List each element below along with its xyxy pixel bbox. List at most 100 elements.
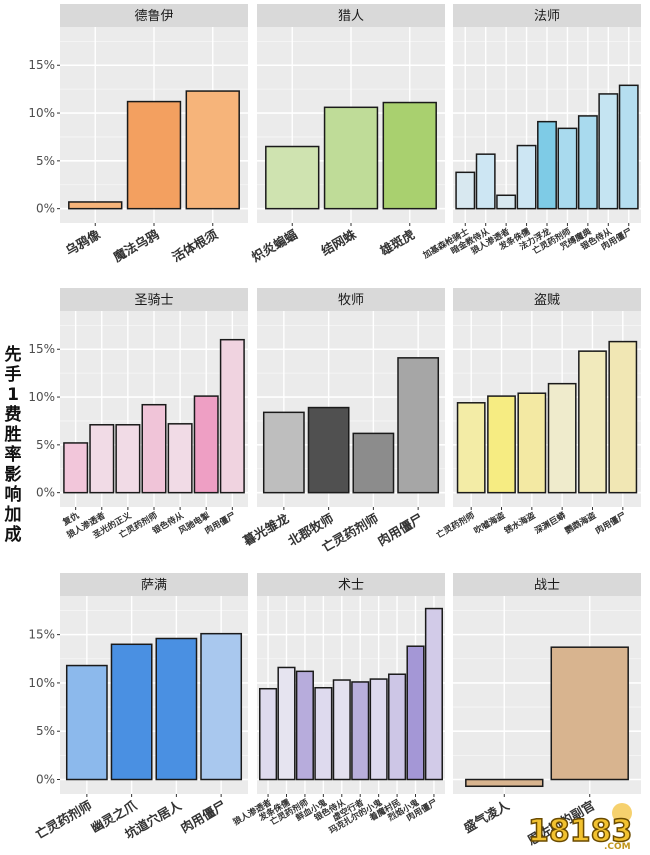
bar <box>388 673 407 781</box>
bar <box>89 424 115 494</box>
bar <box>465 778 544 788</box>
facet-title: 战士 <box>534 578 560 593</box>
x-tick-label: 肉用僵尸 <box>593 510 628 537</box>
bar <box>167 423 193 494</box>
bar <box>351 681 370 781</box>
x-tick-label: 雄斑虎 <box>376 226 417 258</box>
bar <box>382 101 437 210</box>
x-tick-label: 锈水海盗 <box>502 510 537 537</box>
bar <box>314 687 333 781</box>
y-axis-title-char: 费 <box>4 405 22 425</box>
facet-title: 盗贼 <box>534 292 560 308</box>
watermark-sun-icon <box>612 803 632 823</box>
bar <box>68 201 123 210</box>
facet-panel: 圣骑士复仇狼人渗透者圣光的正义亡灵药剂师银色侍从风驰电掣肉用僵尸0%5%10%1… <box>28 288 248 541</box>
x-tick-label: 炽炎蝙蝠 <box>249 226 300 264</box>
bar <box>406 645 425 781</box>
bar <box>323 106 379 210</box>
y-tick-label: 0% <box>36 202 55 216</box>
facet-title: 圣骑士 <box>134 293 173 308</box>
bar <box>352 432 395 494</box>
bar <box>219 338 245 494</box>
y-axis-title-char: 手 <box>4 365 22 385</box>
bar <box>295 670 314 781</box>
facet-title: 猎人 <box>338 9 364 24</box>
facet-strip <box>453 288 641 311</box>
bar <box>193 395 219 494</box>
x-tick-label: 盛气凌人 <box>461 797 512 835</box>
bar <box>141 403 167 494</box>
y-axis-title-char: 1 <box>7 385 19 405</box>
y-tick-label: 5% <box>36 438 55 452</box>
facet-title: 萨满 <box>141 578 167 593</box>
bar <box>63 442 89 494</box>
y-tick-label: 15% <box>28 342 55 356</box>
x-tick-label: 鹦鹉海盗 <box>562 510 598 537</box>
facet-panel: 法师加基森枪骑士暗金教侍从狼人渗透者发条侏儒法力浮龙亡灵药剂师咒缚魔典银色侍从肉… <box>420 4 641 262</box>
bar <box>259 687 278 781</box>
bar <box>126 100 182 210</box>
bar <box>475 153 496 210</box>
bar <box>369 678 388 781</box>
x-tick-label: 亡灵药剂师 <box>434 510 477 541</box>
y-axis-title-char: 响 <box>4 485 22 505</box>
y-tick-label: 15% <box>28 628 55 642</box>
y-axis-title-char: 率 <box>4 445 22 465</box>
facet-strip <box>60 4 248 27</box>
bar <box>516 144 537 210</box>
bar <box>608 340 638 494</box>
bar <box>537 120 557 210</box>
y-axis-title-char: 胜 <box>4 425 22 445</box>
x-tick-label: 魔法乌鸦 <box>111 226 162 264</box>
watermark-text: 18183 <box>528 814 632 849</box>
y-axis-title-char: 影 <box>4 465 22 485</box>
watermark-sub: .COM <box>604 842 631 851</box>
facet-title: 牧师 <box>338 293 364 308</box>
x-tick-label: 吹嘘海盗 <box>472 510 507 537</box>
y-axis-title-char: 加 <box>4 505 22 525</box>
bar <box>277 666 296 781</box>
y-tick-label: 15% <box>28 58 55 72</box>
bar <box>262 411 305 494</box>
y-axis-title: 先 手 1 费 胜 率 影 响 加 成 <box>2 345 24 545</box>
x-tick-label: 肉用僵尸 <box>375 511 426 549</box>
bar <box>200 632 243 781</box>
bar <box>65 664 108 781</box>
facet-title: 术士 <box>338 578 364 593</box>
bar <box>110 643 153 781</box>
x-tick-label: 暮光雏龙 <box>240 510 292 549</box>
facet-panel: 术士狼人渗透者发条侏儒亡灵药剂师鲜血小鬼银色侍从虚空行者玛克扎尔的小鬼着魔村民烈… <box>230 573 445 836</box>
bar <box>557 127 578 210</box>
y-tick-label: 5% <box>36 724 55 738</box>
y-tick-label: 5% <box>36 154 55 168</box>
watermark-logo: 18183 .COM <box>527 803 633 851</box>
bar <box>456 402 486 494</box>
y-tick-label: 10% <box>28 390 55 404</box>
y-axis-title-char: 成 <box>4 525 22 545</box>
bar <box>517 392 547 494</box>
y-tick-label: 0% <box>36 486 55 500</box>
bar <box>332 679 351 781</box>
facet-strip <box>453 4 641 27</box>
bar <box>618 84 639 210</box>
y-tick-label: 10% <box>28 106 55 120</box>
bar <box>455 171 476 210</box>
bar <box>577 115 598 210</box>
bar <box>547 382 577 494</box>
x-tick-label: 活体根须 <box>169 226 220 264</box>
x-tick-label: 深渊巨蟒 <box>533 510 568 537</box>
bar <box>550 646 629 781</box>
bar <box>496 194 517 210</box>
facet-strip <box>453 573 641 596</box>
x-tick-label: 结网蛛 <box>319 226 359 258</box>
facet-strip <box>60 573 248 596</box>
x-tick-label: 乌鸦像 <box>63 226 103 258</box>
bar <box>424 607 443 781</box>
facet-title: 法师 <box>534 9 560 24</box>
